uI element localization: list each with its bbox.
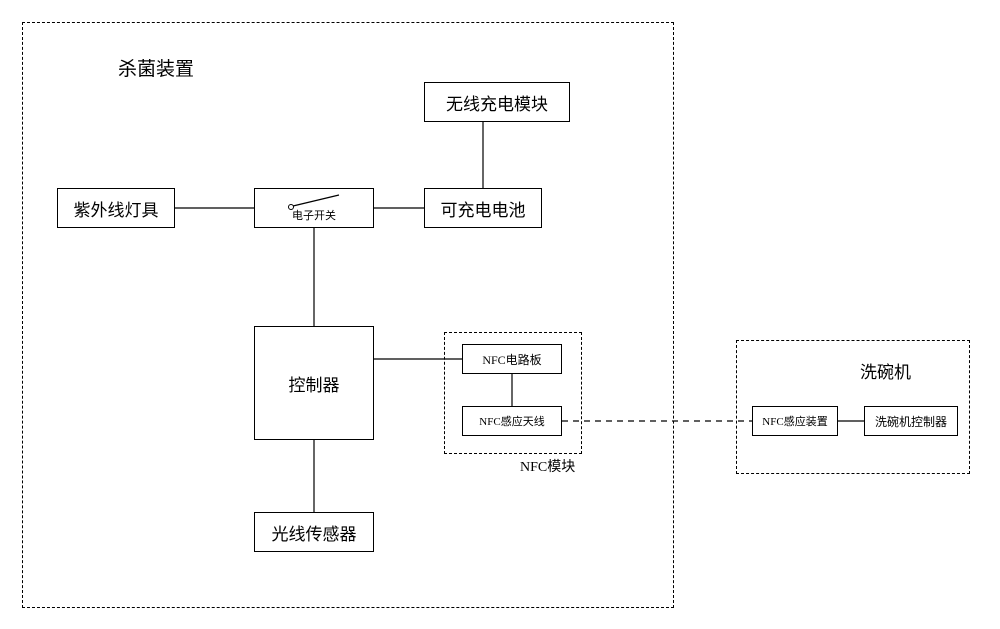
wires [0,0,1000,629]
